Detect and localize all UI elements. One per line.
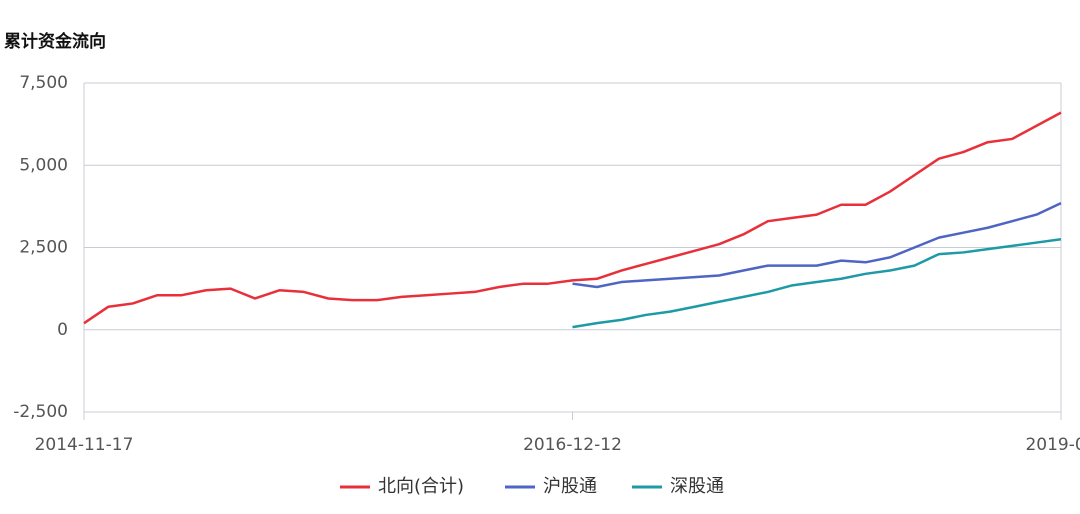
y-tick-label: 5,000 xyxy=(19,155,68,175)
legend-text: 深股通 xyxy=(670,476,724,497)
y-tick-label: 0 xyxy=(57,320,68,340)
x-tick-label: 2019-01 xyxy=(1025,435,1080,455)
x-tick-label: 2016-12-12 xyxy=(523,435,622,455)
legend-text: 北向(合计) xyxy=(378,476,464,497)
series-line xyxy=(572,238,1062,329)
y-tick-label: 2,500 xyxy=(19,238,68,258)
chart-title: 累计资金流向 xyxy=(4,31,106,52)
series-line xyxy=(83,111,1062,325)
series-line xyxy=(572,201,1062,289)
x-tick-label: 2014-11-17 xyxy=(35,435,134,455)
y-tick-label: -2,500 xyxy=(13,402,68,422)
y-tick-label: 7,500 xyxy=(19,73,68,93)
legend-text: 沪股通 xyxy=(543,476,597,497)
